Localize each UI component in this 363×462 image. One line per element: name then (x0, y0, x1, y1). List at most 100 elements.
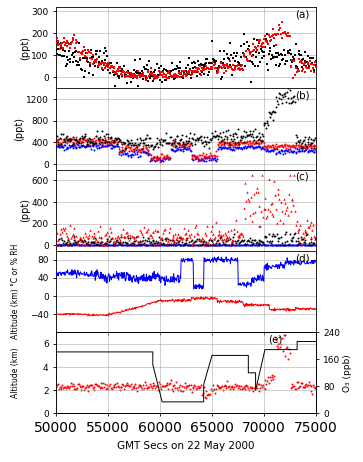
Point (237, 139, 243, 146)
Point (133, 73, 139, 81)
Point (195, 57, 201, 64)
Point (165, 69, 171, 77)
Point (163, 72, 168, 79)
Point (257, 222, 262, 230)
Point (115, 239, 121, 246)
Point (265, 67, 271, 74)
Point (263, 36, 269, 43)
Point (296, 67, 302, 75)
Point (140, 237, 146, 244)
Point (117, 237, 123, 244)
Point (256, 135, 262, 142)
Point (119, 242, 125, 249)
Point (241, 53, 246, 60)
Point (148, 142, 154, 149)
Point (231, 132, 236, 140)
Point (264, 241, 270, 248)
Point (307, 57, 313, 65)
Point (153, 73, 159, 80)
Point (270, 212, 276, 219)
Point (90, 242, 95, 249)
Point (68, 242, 74, 249)
Point (278, 340, 284, 348)
Point (262, 142, 268, 149)
Point (196, 242, 201, 249)
Point (299, 144, 305, 152)
Point (285, 147, 291, 154)
Point (297, 148, 303, 155)
Point (300, 383, 306, 390)
Point (62, 34, 68, 41)
Point (126, 152, 131, 159)
Point (207, 154, 213, 162)
Point (119, 143, 125, 150)
Point (231, 141, 237, 149)
Point (163, 382, 168, 389)
Point (106, 382, 112, 389)
Point (113, 69, 119, 76)
Point (218, 75, 224, 82)
Point (83, 54, 89, 61)
Point (243, 144, 249, 152)
Point (284, 207, 289, 214)
Point (166, 228, 172, 235)
Point (159, 237, 165, 244)
Point (61, 53, 66, 60)
Point (69, 136, 75, 143)
Point (200, 61, 206, 69)
Point (134, 388, 140, 395)
Point (172, 242, 178, 249)
Point (155, 144, 161, 151)
Point (167, 379, 173, 387)
Point (150, 237, 155, 244)
Point (103, 239, 109, 247)
Point (235, 384, 241, 391)
Point (273, 31, 278, 38)
Point (129, 151, 135, 158)
Point (154, 240, 160, 247)
Point (198, 67, 204, 75)
Point (263, 144, 269, 151)
Point (277, 242, 282, 249)
Point (238, 63, 244, 70)
Point (306, 133, 312, 140)
Point (297, 240, 302, 248)
Point (253, 44, 258, 51)
Point (108, 144, 114, 152)
Point (241, 236, 247, 243)
Point (91, 140, 97, 148)
Point (203, 240, 208, 248)
Point (84, 240, 90, 248)
Point (295, 237, 301, 244)
Point (94, 144, 100, 152)
Point (201, 383, 207, 391)
Point (171, 76, 177, 83)
Point (163, 66, 169, 73)
Point (178, 234, 183, 241)
Point (143, 382, 148, 389)
Point (242, 383, 248, 390)
Point (153, 156, 159, 164)
Point (160, 239, 166, 246)
Point (300, 144, 306, 152)
Point (272, 146, 278, 153)
Point (265, 121, 271, 128)
Point (208, 63, 214, 71)
Point (295, 65, 301, 73)
Point (62, 224, 68, 231)
Point (235, 236, 241, 243)
Point (54, 382, 60, 389)
Point (313, 141, 319, 149)
Point (238, 134, 244, 141)
Point (287, 147, 293, 154)
Point (238, 237, 244, 244)
Point (231, 230, 237, 237)
Point (230, 66, 236, 73)
Point (74, 384, 80, 392)
Point (170, 140, 175, 148)
Point (295, 141, 301, 148)
Point (111, 241, 117, 248)
Point (146, 72, 152, 79)
Point (119, 239, 125, 246)
Point (192, 383, 198, 390)
